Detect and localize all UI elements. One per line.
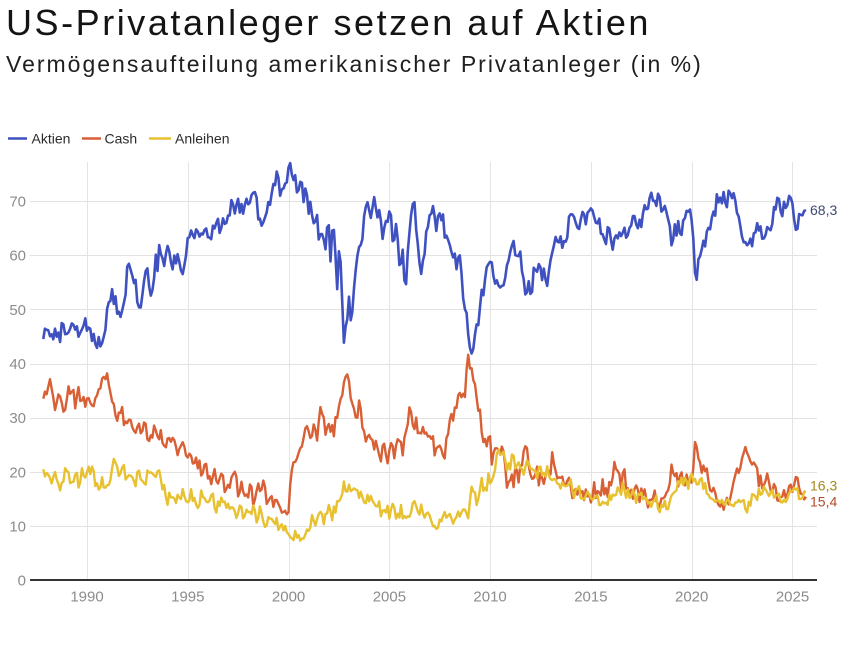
svg-text:40: 40 (9, 356, 26, 373)
svg-text:16,3: 16,3 (810, 478, 837, 494)
svg-text:2000: 2000 (272, 589, 305, 606)
svg-text:2010: 2010 (473, 589, 506, 606)
svg-text:20: 20 (9, 464, 26, 481)
svg-text:0: 0 (18, 573, 26, 590)
svg-text:2015: 2015 (574, 589, 607, 606)
svg-text:30: 30 (9, 410, 26, 427)
svg-text:1995: 1995 (171, 589, 204, 606)
svg-text:70: 70 (9, 193, 26, 210)
svg-text:10: 10 (9, 518, 26, 535)
svg-text:Aktien: Aktien (32, 131, 71, 147)
svg-text:Anleihen: Anleihen (175, 131, 230, 147)
svg-text:15,4: 15,4 (810, 494, 837, 510)
svg-text:2005: 2005 (373, 589, 406, 606)
svg-text:2025: 2025 (776, 589, 809, 606)
svg-text:2020: 2020 (675, 589, 708, 606)
svg-text:68,3: 68,3 (810, 202, 837, 218)
svg-text:Cash: Cash (105, 131, 138, 147)
svg-text:60: 60 (9, 248, 26, 265)
svg-text:1990: 1990 (70, 589, 103, 606)
svg-text:50: 50 (9, 302, 26, 319)
